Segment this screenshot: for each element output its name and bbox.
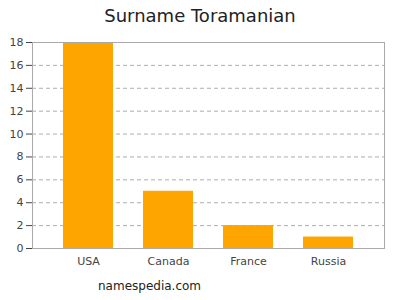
- svg-text:18: 18: [10, 36, 24, 49]
- svg-text:16: 16: [10, 59, 24, 72]
- svg-text:8: 8: [17, 150, 24, 163]
- svg-text:6: 6: [17, 173, 24, 186]
- svg-text:France: France: [230, 255, 267, 268]
- svg-text:14: 14: [10, 82, 24, 95]
- svg-text:12: 12: [10, 105, 24, 118]
- svg-text:Canada: Canada: [148, 255, 190, 268]
- html-text:namespedia.com: namespedia.com: [98, 279, 201, 293]
- svg-text:0: 0: [17, 242, 24, 255]
- svg-text:4: 4: [17, 196, 24, 209]
- svg-text:Russia: Russia: [311, 255, 346, 268]
- html-text:Surname Toramanian: Surname Toramanian: [104, 5, 296, 26]
- svg-text:10: 10: [10, 128, 24, 141]
- svg-text:2: 2: [17, 219, 24, 232]
- svg-text:USA: USA: [77, 255, 100, 268]
